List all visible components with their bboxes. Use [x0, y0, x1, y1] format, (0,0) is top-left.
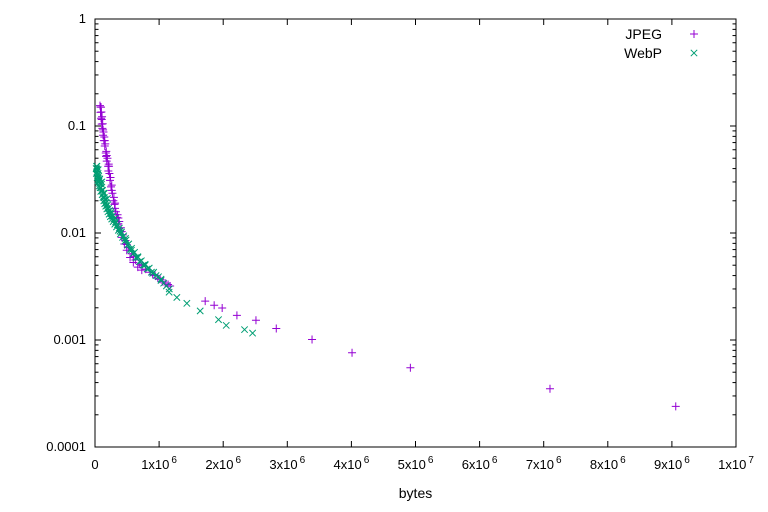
- x-tick-label: 0: [91, 457, 98, 472]
- x-tick-label: 1x10 7: [718, 455, 754, 472]
- webp-data-point: [143, 265, 151, 273]
- x-tick-label: 4x10 6: [334, 455, 370, 472]
- jpeg-data-point: [126, 253, 135, 262]
- webp-data-point: [173, 293, 181, 301]
- exponent: 7: [748, 455, 754, 466]
- webp-data-point: [165, 285, 173, 293]
- webp-data-point: [214, 316, 223, 324]
- jpeg-data-point: [545, 384, 554, 393]
- jpeg-data-point: [111, 199, 120, 208]
- jpeg-data-point: [105, 162, 114, 171]
- jpeg-data-point: [201, 297, 210, 306]
- webp-data-point: [222, 321, 230, 329]
- y-tick-label: 0.1: [68, 118, 86, 133]
- x-tick-label: 2x10 6: [205, 455, 241, 472]
- jpeg-data-point: [107, 182, 116, 191]
- legend-label-jpeg: JPEG: [625, 26, 662, 42]
- jpeg-data-point: [110, 200, 119, 209]
- webp-data-point: [113, 220, 121, 229]
- y-tick-label: 0.01: [61, 225, 86, 240]
- jpeg-data-point: [99, 127, 108, 136]
- jpeg-data-point: [101, 139, 110, 148]
- webp-data-point: [127, 246, 135, 254]
- webp-data-point: [132, 253, 140, 262]
- jpeg-data-point: [210, 301, 219, 310]
- webp-data-point: [141, 261, 149, 269]
- jpeg-data-point: [232, 311, 241, 320]
- webp-data-point: [240, 326, 249, 334]
- webp-data-point: [100, 189, 108, 197]
- webp-data-point: [94, 166, 102, 174]
- plot-border: [94, 18, 737, 448]
- x-tick-label: 1x10 6: [141, 455, 177, 472]
- webp-data-point: [127, 244, 136, 252]
- exponent: 6: [684, 455, 690, 466]
- jpeg-data-point: [308, 335, 317, 344]
- jpeg-data-point: [108, 189, 117, 198]
- jpeg-data-point: [671, 402, 680, 411]
- webp-data-point: [165, 288, 173, 296]
- jpeg-data-point: [105, 169, 114, 178]
- webp-data-point: [104, 204, 113, 212]
- webp-data-point: [130, 248, 139, 256]
- jpeg-data-point: [113, 210, 122, 219]
- webp-data-point: [103, 194, 111, 203]
- y-tick-label: 1: [79, 11, 86, 26]
- exponent: 6: [492, 455, 498, 466]
- exponent: 6: [620, 455, 626, 466]
- webp-data-point: [122, 236, 130, 244]
- x-tick-label: 9x10 6: [654, 455, 690, 472]
- exponent: 6: [428, 455, 434, 466]
- y-tick-label: 0.001: [53, 332, 86, 347]
- webp-data-point: [157, 275, 165, 283]
- webp-data-point: [125, 240, 133, 248]
- jpeg-data-point: [103, 154, 112, 163]
- exponent: 6: [171, 455, 177, 466]
- x-tick-label: 5x10 6: [398, 455, 434, 472]
- y-tick-label: 0.0001: [46, 439, 86, 454]
- webp-data-point: [97, 180, 105, 188]
- jpeg-data-point: [97, 108, 106, 117]
- legend-marker-webp: [690, 49, 698, 57]
- x-tick-label: 7x10 6: [526, 455, 562, 472]
- jpeg-data-point: [272, 324, 281, 333]
- jpeg-data-point: [251, 316, 260, 325]
- jpeg-data-point: [100, 136, 109, 145]
- x-tick-label: 8x10 6: [590, 455, 626, 472]
- webp-data-point: [183, 299, 191, 307]
- x-tick-label: 3x10 6: [269, 455, 305, 472]
- legend-marker-jpeg: [690, 30, 698, 38]
- webp-data-point: [99, 189, 107, 197]
- exponent: 6: [236, 455, 242, 466]
- webp-data-point: [249, 329, 257, 337]
- webp-data-point: [196, 307, 204, 315]
- webp-data-point: [107, 208, 115, 216]
- x-axis-title: bytes: [399, 485, 432, 501]
- webp-data-point: [121, 234, 130, 242]
- jpeg-data-point: [348, 348, 357, 357]
- jpeg-data-point: [95, 101, 104, 110]
- jpeg-data-point: [109, 193, 118, 202]
- legend-label-webp: WebP: [624, 45, 662, 61]
- jpeg-data-point: [98, 112, 107, 121]
- exponent: 6: [300, 455, 306, 466]
- exponent: 6: [556, 455, 562, 466]
- jpeg-data-point: [406, 363, 415, 372]
- exponent: 6: [364, 455, 370, 466]
- x-tick-label: 6x10 6: [462, 455, 498, 472]
- jpeg-data-point: [106, 173, 115, 182]
- jpeg-data-point: [218, 304, 227, 313]
- webp-data-point: [98, 178, 106, 186]
- jpeg-data-point: [107, 181, 116, 190]
